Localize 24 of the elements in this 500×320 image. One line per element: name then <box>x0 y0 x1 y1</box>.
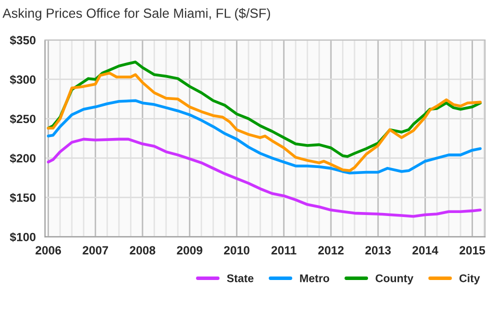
y-tick-label: $350 <box>10 36 36 46</box>
x-tick-label: 2012 <box>318 246 344 254</box>
chart-title: Asking Prices Office for Sale Miami, FL ($/SF) <box>2 8 270 21</box>
x-tick-label: 2007 <box>82 246 108 254</box>
y-tick-label: $100 <box>10 232 36 242</box>
x-tick-label: 2013 <box>365 246 391 255</box>
legend-label: State <box>226 274 254 282</box>
y-tick-label: $200 <box>10 154 36 164</box>
x-tick-label: 2010 <box>224 246 250 254</box>
x-tick-label: 2009 <box>176 246 202 254</box>
y-tick-label: $150 <box>10 192 36 203</box>
legend-label: City <box>459 274 480 284</box>
x-tick-label: 2014 <box>412 246 438 254</box>
line-series <box>46 138 482 218</box>
line-series <box>46 99 482 174</box>
x-tick-label: 2015 <box>460 246 486 254</box>
legend-label: County <box>376 274 414 284</box>
y-tick-label: $250 <box>10 114 36 124</box>
x-tick-label: 2008 <box>130 246 156 254</box>
legend-label: Metro <box>300 274 330 282</box>
x-tick-label: 2011 <box>271 246 296 254</box>
line-series <box>46 72 482 172</box>
x-tick-label: 2006 <box>36 246 62 254</box>
y-tick-label: $300 <box>10 74 36 85</box>
